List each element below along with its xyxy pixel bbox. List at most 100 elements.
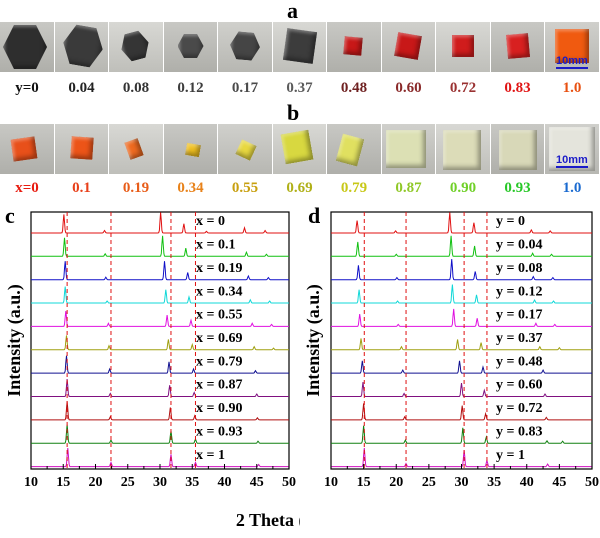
series-label: y = 0.37: [496, 331, 542, 346]
x-tick-label: 30: [153, 475, 167, 490]
crystal-sample: [555, 29, 589, 63]
xrd-pattern-line: [31, 378, 289, 397]
strip_b-photo-tile: [0, 124, 54, 174]
xrd-pattern-line: [31, 424, 289, 444]
strip_a-photo-tile: [381, 22, 435, 72]
crystal-sample: [385, 130, 426, 168]
series-label: x = 1: [196, 448, 225, 463]
strip_b-photo-tile: [490, 124, 544, 174]
x-tick-label: 45: [250, 475, 264, 490]
scale-bar-b: 10mm: [556, 154, 588, 168]
xrd-pattern-line: [31, 355, 289, 374]
crystal-sample: [549, 127, 595, 171]
panel-label-b: b: [287, 100, 300, 125]
strip_a-photo-tile: [109, 22, 163, 72]
strip_b-photo-tile: [327, 124, 381, 174]
x-tick-label: 35: [487, 475, 501, 490]
strip_b-photo-tile: [218, 124, 272, 174]
x-tick-label: 10: [24, 475, 38, 490]
composition-label: 0.08: [122, 80, 150, 96]
series-label: x = 0.55: [196, 308, 242, 323]
scale-bar-a: 10mm: [556, 55, 588, 69]
series-label: x = 0.93: [196, 424, 242, 439]
crystal-photo-strip-b: [0, 124, 600, 174]
strip_a-photo-tile: [54, 22, 108, 72]
x-tick-label: 25: [121, 475, 135, 490]
strip_a-photo-tile: [327, 22, 381, 72]
xrd-pattern-line: [331, 425, 592, 444]
strip_a-photo-tile: [490, 22, 544, 72]
strip_b-photo-tile: [436, 124, 490, 174]
crystal-sample: [282, 28, 317, 64]
composition-label: 0.93: [504, 180, 531, 196]
xrd-pattern-line: [331, 360, 592, 374]
crystal-sample: [69, 136, 94, 160]
strip_b-photo-tile: [54, 124, 108, 174]
composition-label: 0.87: [395, 180, 422, 196]
strip_b-photo-tile: [109, 124, 163, 174]
series-label: y = 1: [496, 448, 525, 463]
x-tick-label: 25: [422, 475, 436, 490]
x-tick-label: 50: [585, 475, 599, 490]
composition-label: 0.37: [286, 80, 313, 96]
series-label: y = 0.04: [496, 238, 542, 253]
strip_a-photo-tile: [272, 22, 326, 72]
composition-label: 0.55: [231, 180, 259, 196]
crystal-sample: [177, 34, 204, 58]
composition-label: 0.48: [340, 80, 368, 96]
x-tick-label: 15: [56, 475, 70, 490]
composition-label: 0.90: [449, 180, 477, 196]
xrd-pattern-line: [331, 382, 592, 397]
x-tick-label: 20: [89, 475, 103, 490]
xrd-pattern-line: [331, 308, 592, 327]
strip_b-photo-tile: [545, 124, 599, 174]
xrd-pattern-line: [31, 261, 289, 281]
x-tick-label: 10: [324, 475, 338, 490]
xrd-pattern-line: [31, 310, 289, 327]
composition-label: 1.0: [562, 180, 582, 196]
series-label: y = 0.72: [496, 401, 542, 416]
x-tick-label: 30: [455, 475, 469, 490]
strip_a-photo-tile: [436, 22, 490, 72]
series-label: y = 0.08: [496, 261, 542, 276]
crystal-sample: [280, 129, 313, 165]
panel-label-c: c: [5, 203, 15, 228]
composition-label: 1.0: [562, 80, 582, 96]
strip_a-photo-tile: [0, 22, 54, 72]
scale-bar-b-label: 10mm: [556, 154, 588, 166]
x-tick-label: 15: [357, 475, 371, 490]
crystal-sample: [443, 130, 481, 170]
composition-label: 0.34: [177, 180, 204, 196]
xrd-pattern-line: [31, 448, 289, 468]
crystal-photo-strip-a: [0, 22, 600, 72]
crystal-sample: [505, 33, 530, 59]
composition-label: 0.60: [395, 80, 422, 96]
xrd-pattern-line: [31, 286, 289, 304]
scale-bar-a-label: 10mm: [556, 55, 588, 67]
composition-label: 0.69: [286, 180, 313, 196]
xrd-pattern-line: [331, 212, 592, 234]
xrd-pattern-line: [31, 401, 289, 421]
composition-label: 0.04: [68, 80, 95, 96]
composition-label: 0.17: [231, 80, 259, 96]
plot-frame: [330, 211, 593, 470]
series-label: x = 0.90: [196, 401, 242, 416]
series-label: y = 0: [496, 214, 525, 229]
crystal-sample: [335, 133, 365, 167]
y-axis-label: Intensity (a.u.): [4, 284, 25, 397]
xrd-pattern-line: [331, 448, 592, 468]
composition-label: 0.79: [340, 180, 368, 196]
crystal-sample: [452, 35, 474, 57]
series-label: y = 0.12: [496, 284, 542, 299]
composition-label: y=0: [15, 80, 39, 96]
y-axis-label: Intensity (a.u.): [303, 284, 324, 397]
series-label: y = 0.83: [496, 424, 542, 439]
crystal-sample: [343, 36, 363, 56]
xrd-pattern-line: [331, 235, 592, 257]
x-tick-label: 45: [552, 475, 566, 490]
panel-label-a: a: [287, 0, 298, 23]
strip_a-photo-tile: [163, 22, 217, 72]
xrd-pattern-line: [31, 335, 289, 351]
composition-label: 0.1: [72, 180, 91, 196]
crystal-sample: [498, 130, 537, 170]
